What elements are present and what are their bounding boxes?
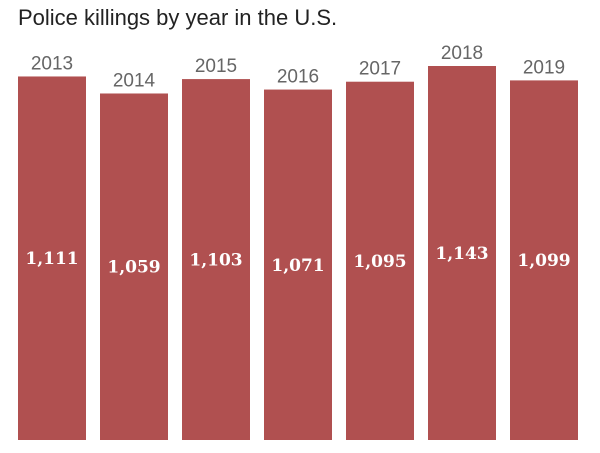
year-label-2016: 2016	[277, 67, 319, 88]
year-label-2017: 2017	[359, 59, 401, 80]
chart-title: Police killings by year in the U.S.	[18, 5, 338, 30]
year-label-2014: 2014	[113, 70, 156, 91]
bar-2016	[264, 89, 332, 440]
bar-2015	[182, 79, 250, 440]
year-label-2015: 2015	[195, 56, 237, 77]
value-label-2016: 1,071	[271, 256, 324, 276]
bar-2017	[346, 81, 414, 440]
bar-2014	[100, 93, 168, 440]
bar-2013	[18, 76, 86, 440]
bar-2019	[510, 80, 578, 440]
value-label-2019: 1,099	[517, 251, 570, 271]
year-label-2019: 2019	[523, 57, 565, 78]
year-label-2018: 2018	[441, 43, 483, 64]
value-label-2018: 1,143	[435, 244, 488, 264]
value-label-2015: 1,103	[189, 251, 242, 271]
value-label-2017: 1,095	[353, 252, 406, 272]
value-label-2014: 1,059	[107, 258, 160, 278]
value-label-2013: 1,111	[25, 249, 78, 269]
bar-2018	[428, 66, 496, 440]
year-label-2013: 2013	[31, 53, 73, 74]
